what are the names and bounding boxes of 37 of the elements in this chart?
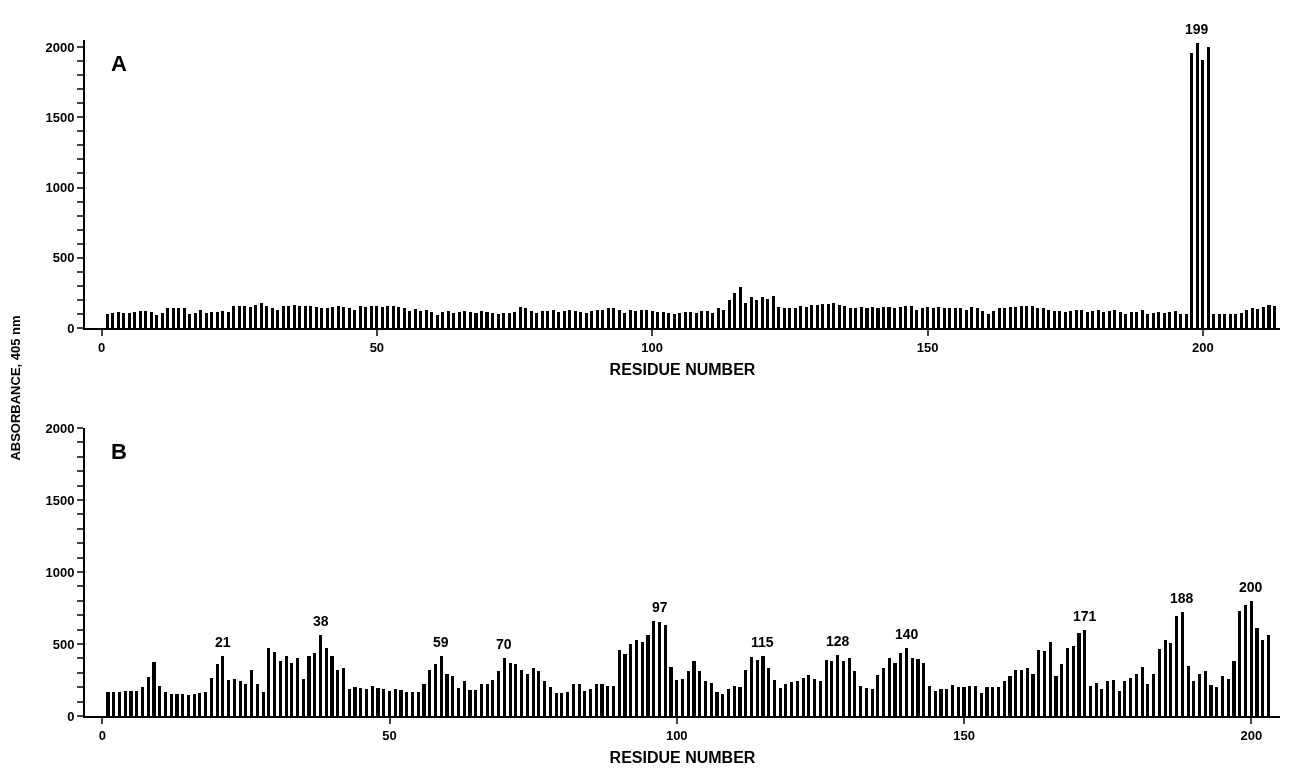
annotation: 97 — [652, 599, 668, 615]
y-tick-label: 1500 — [45, 109, 75, 125]
y-tick-label: 1500 — [45, 492, 75, 508]
x-tick-label: 0 — [98, 727, 106, 743]
annotation: 171 — [1073, 608, 1097, 624]
x-tick-label: 200 — [1240, 727, 1263, 743]
x-tick-label: 50 — [382, 727, 397, 743]
y-tick-label: 1000 — [45, 180, 75, 196]
x-tick-label: 150 — [953, 727, 975, 743]
x-tick-label: 50 — [369, 339, 385, 355]
x-axis-title: RESIDUE NUMBER — [609, 360, 756, 378]
y-tick-label: 2000 — [45, 39, 75, 55]
y-tick-label: 2000 — [45, 420, 75, 436]
y-tick-label: 500 — [52, 250, 75, 266]
annotation: B — [111, 439, 127, 464]
y-tick-label: 500 — [52, 636, 75, 652]
x-tick-label: 0 — [97, 339, 106, 355]
y-axis-title: ABSORBANCE, 405 nm — [7, 315, 23, 461]
annotation: 115 — [751, 634, 774, 650]
y-tick-label: 1000 — [45, 564, 75, 580]
annotation: 140 — [895, 626, 919, 642]
annotation: 59 — [433, 634, 449, 650]
x-tick-label: 100 — [665, 727, 688, 743]
x-tick-label: 200 — [1192, 339, 1214, 355]
annotation: 128 — [826, 633, 850, 649]
annotation: A — [111, 51, 127, 76]
x-axis-title: RESIDUE NUMBER — [609, 748, 756, 766]
annotation: 38 — [313, 613, 329, 629]
y-tick-label: 0 — [67, 708, 75, 724]
x-tick-label: 150 — [916, 339, 939, 355]
x-tick-label: 100 — [641, 339, 664, 355]
y-tick-label: 0 — [67, 320, 75, 336]
annotation: 200 — [1239, 579, 1263, 595]
annotation: 21 — [215, 634, 231, 650]
annotation: 188 — [1170, 590, 1194, 606]
annotation: 70 — [496, 636, 512, 652]
annotation: 199 — [1185, 21, 1209, 37]
